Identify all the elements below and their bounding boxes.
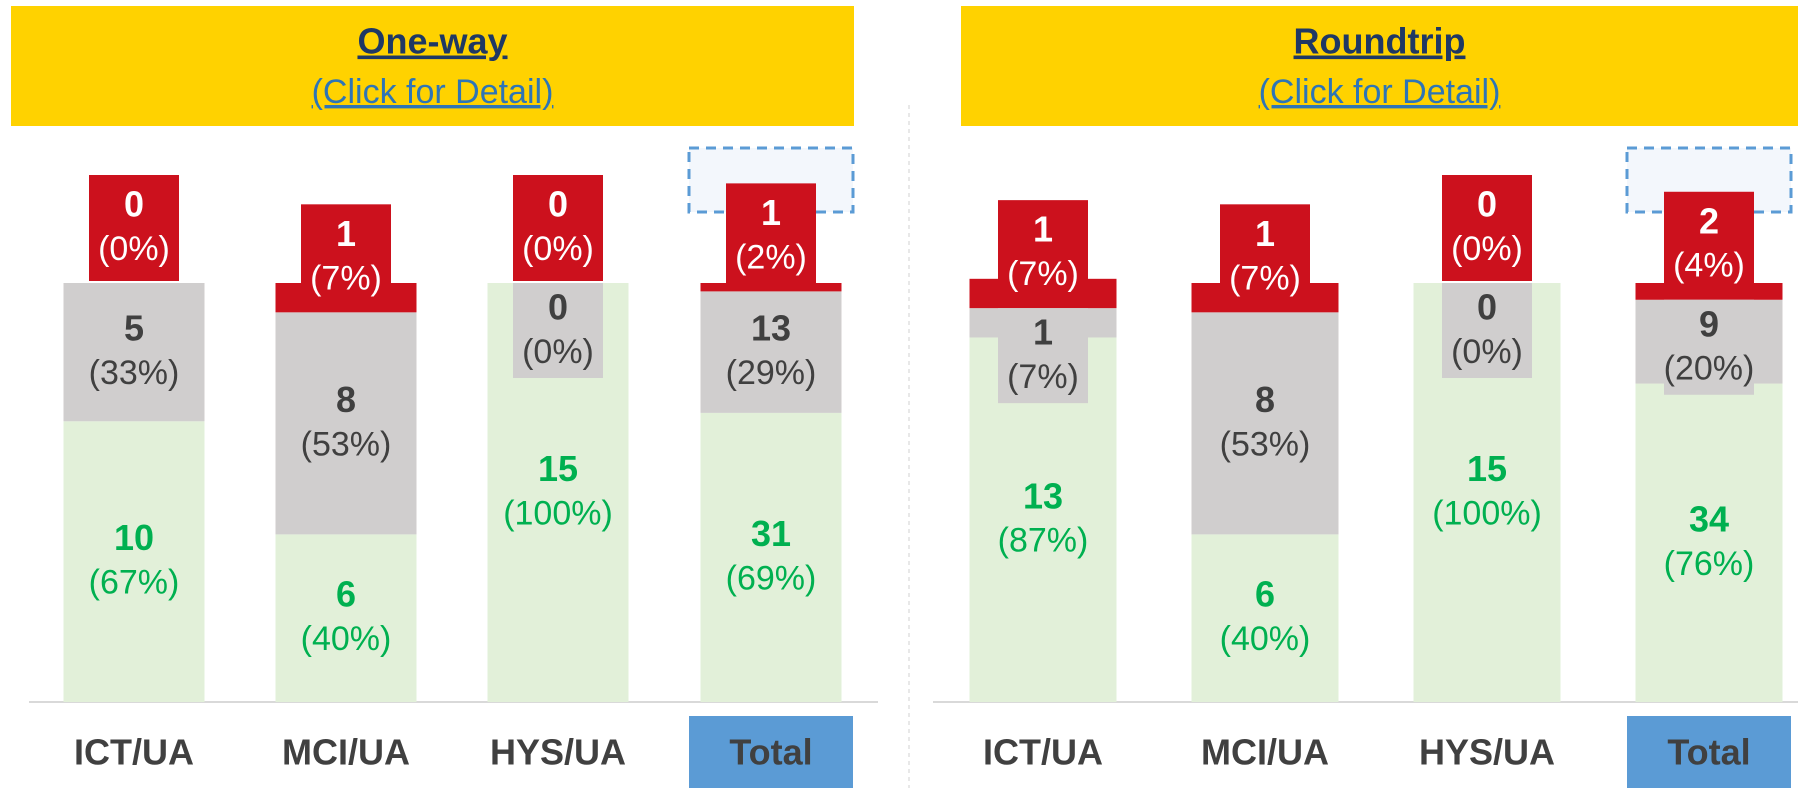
share-label: (40%): [1220, 620, 1311, 658]
x-tick-label: ICT/UA: [983, 732, 1103, 773]
share-label: (7%): [1007, 358, 1079, 396]
share-label: (33%): [89, 354, 180, 392]
value-label: 5: [124, 308, 144, 349]
red-label-box: [301, 204, 391, 311]
value-label: 15: [538, 448, 578, 489]
bar-segment: [1191, 312, 1339, 535]
value-label: 1: [1033, 312, 1053, 353]
share-label: (4%): [1673, 247, 1745, 285]
share-label: (100%): [503, 494, 613, 532]
value-label: 6: [1255, 574, 1275, 615]
panel-title: One-way: [357, 21, 507, 62]
value-label: 6: [336, 574, 356, 615]
value-label: 9: [1699, 303, 1719, 344]
x-tick-label: MCI/UA: [1201, 732, 1329, 773]
share-label: (0%): [1451, 333, 1523, 371]
share-label: (87%): [998, 522, 1089, 560]
panel-title: Roundtrip: [1294, 21, 1466, 62]
share-label: (100%): [1432, 494, 1542, 532]
value-label: 13: [1023, 475, 1063, 516]
x-tick-label: ICT/UA: [74, 732, 194, 773]
total-label-box: [1627, 716, 1791, 788]
value-label: 1: [1033, 209, 1053, 250]
header: [961, 6, 1798, 126]
value-label: 0: [1477, 184, 1497, 225]
share-label: (7%): [310, 259, 382, 297]
value-label: 8: [1255, 379, 1275, 420]
value-label: 31: [751, 513, 791, 554]
red-label-box: [513, 175, 603, 281]
share-label: (53%): [301, 425, 392, 463]
bar-segment: [63, 421, 205, 702]
share-label: (53%): [1220, 425, 1311, 463]
x-tick-label: Total: [1667, 732, 1750, 773]
value-label: 2: [1699, 200, 1719, 241]
share-label: (0%): [522, 230, 594, 268]
red-label-box: [726, 183, 816, 290]
share-label: (0%): [98, 230, 170, 268]
gray-label-box: [1664, 299, 1754, 395]
share-label: (67%): [89, 564, 180, 602]
gray-label-box: [1442, 283, 1532, 378]
value-label: 13: [751, 308, 791, 349]
share-label: (7%): [1229, 259, 1301, 297]
share-label: (0%): [1451, 230, 1523, 268]
value-label: 0: [548, 287, 568, 328]
value-label: 1: [336, 213, 356, 254]
x-tick-label: HYS/UA: [1419, 732, 1555, 773]
value-label: 1: [761, 192, 781, 233]
share-label: (20%): [1664, 350, 1755, 388]
share-label: (0%): [522, 333, 594, 371]
red-label-box: [89, 175, 179, 281]
value-label: 15: [1467, 448, 1507, 489]
red-label-box: [1442, 175, 1532, 281]
share-label: (69%): [726, 559, 817, 597]
value-label: 8: [336, 379, 356, 420]
x-tick-label: MCI/UA: [282, 732, 410, 773]
red-label-box: [1664, 191, 1754, 298]
gray-label-box: [513, 283, 603, 378]
value-label: 10: [114, 517, 154, 558]
x-tick-label: Total: [729, 732, 812, 773]
header: [11, 6, 854, 126]
value-label: 0: [124, 184, 144, 225]
x-tick-label: HYS/UA: [490, 732, 626, 773]
detail-link[interactable]: (Click for Detail): [312, 73, 554, 111]
value-label: 0: [548, 184, 568, 225]
share-label: (2%): [735, 238, 807, 276]
detail-link[interactable]: (Click for Detail): [1259, 73, 1501, 111]
bar-segment: [1191, 534, 1339, 702]
bar-segment: [700, 291, 842, 413]
value-label: 0: [1477, 287, 1497, 328]
red-label-box: [998, 200, 1088, 307]
total-label-box: [689, 716, 853, 788]
bar-segment: [700, 412, 842, 702]
value-label: 34: [1689, 498, 1729, 539]
bar-segment: [275, 534, 417, 702]
share-label: (40%): [301, 620, 392, 658]
bar-segment: [1635, 383, 1783, 702]
value-label: 1: [1255, 213, 1275, 254]
bar-segment: [63, 283, 205, 422]
red-label-box: [1220, 204, 1310, 311]
bar-segment: [275, 312, 417, 535]
share-label: (7%): [1007, 255, 1079, 293]
share-label: (29%): [726, 354, 817, 392]
gray-label-box: [998, 308, 1088, 404]
share-label: (76%): [1664, 545, 1755, 583]
